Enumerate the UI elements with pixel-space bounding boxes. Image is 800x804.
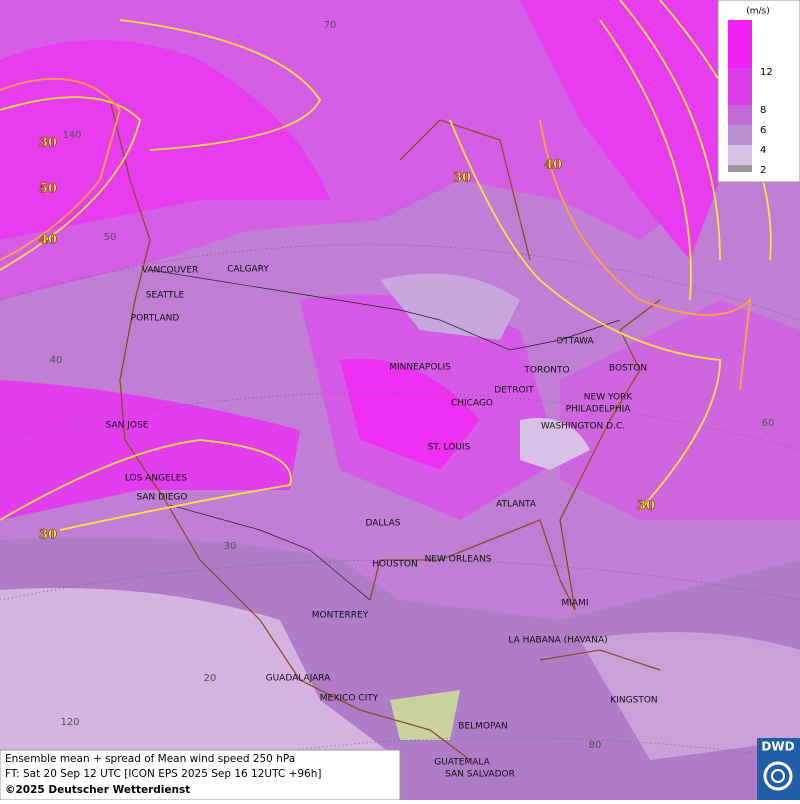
city-label: SEATTLE [146,291,185,301]
legend: (m/s) 12 8 6 4 2 [717,0,800,183]
city-label: NEW YORK [584,393,634,403]
city-label: TORONTO [523,366,569,376]
legend-level: 2 [760,165,766,176]
contour-label: 30 [39,136,57,151]
city-label: CALGARY [227,265,269,275]
city-label: MEXICO CITY [320,694,379,704]
grid-label: 140 [62,130,81,141]
city-label: GUADALAJARA [266,674,332,684]
caption-line: FT: Sat 20 Sep 12 UTC [ICON EPS 2025 Sep… [5,768,321,780]
caption-line: Ensemble mean + spread of Mean wind spee… [5,753,295,765]
graticule [0,244,800,801]
labels: VANCOUVER CALGARY SEATTLE PORTLAND MINNEAPOL… [39,20,775,780]
contour-label: 40 [544,158,562,173]
city-label: ST. LOUIS [428,443,471,453]
city-label: MONTERREY [312,611,369,621]
city-label: VANCOUVER [142,266,199,276]
city-label: LOS ANGELES [125,474,188,484]
legend-level: 8 [760,105,766,116]
contour-label: 50 [39,182,57,197]
caption-line: ©2025 Deutscher Wetterdienst [5,784,190,796]
grid-label: 30 [224,541,237,552]
grid-label: 20 [204,673,217,684]
city-label: SAN DIEGO [137,493,188,503]
contour-label: 30 [637,499,655,514]
grid-label: 120 [60,717,79,728]
city-label: PHILADELPHIA [566,405,632,415]
caption-box: Ensemble mean + spread of Mean wind spee… [0,749,401,801]
city-label: PORTLAND [131,314,180,324]
city-label: GUATEMALA [434,758,490,768]
city-label: BELMOPAN [458,722,507,732]
contour-label: 30 [453,171,471,186]
city-label: SAN SALVADOR [445,770,515,780]
contour-label: 30 [39,528,57,543]
legend-level: 4 [760,145,766,156]
logo: DWD [757,738,800,800]
grid-label: 50 [104,232,117,243]
grid-label: 40 [50,355,63,366]
city-label: CHICAGO [451,399,493,409]
city-label: SAN JOSE [106,421,149,431]
city-label: BOSTON [609,364,647,374]
legend-level: 6 [760,125,766,136]
legend-unit: (m/s) [746,7,770,17]
city-label: MINNEAPOLIS [389,363,451,373]
city-label: DETROIT [494,386,534,396]
city-label: WASHINGTON D.C. [541,422,625,432]
grid-label: 70 [324,20,337,31]
legend-level: 12 [760,67,773,78]
contour-label: 40 [39,233,57,248]
city-label: MIAMI [562,599,589,609]
grid-label: 60 [762,418,775,429]
city-label: HOUSTON [372,560,417,570]
logo-text: DWD [761,740,794,754]
city-label: ATLANTA [496,500,537,510]
borders [149,269,621,601]
coastlines [109,99,661,761]
city-label: OTTAWA [556,337,594,347]
city-label: KINGSTON [610,696,657,706]
city-label: LA HABANA (HAVANA) [508,636,607,646]
city-label: NEW ORLEANS [425,555,492,565]
grid-label: 80 [589,740,602,751]
city-label: DALLAS [365,519,400,529]
